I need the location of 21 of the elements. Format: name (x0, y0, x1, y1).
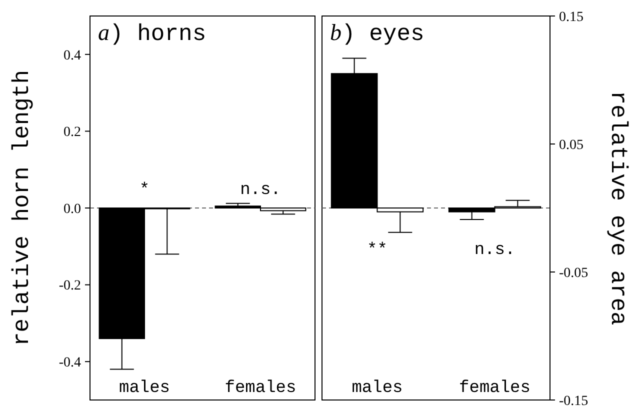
chart-title: b) eyes (330, 20, 424, 47)
x-tick-label: females (224, 379, 296, 398)
y-tick-label: 0.0 (64, 202, 81, 217)
y-tick-label: -0.2 (58, 278, 81, 294)
y-tick-label: -0.4 (58, 356, 81, 370)
chart-title: a) horns (98, 20, 206, 47)
x-tick-label: males (119, 379, 170, 398)
y2-tick-label: 0.15 (559, 10, 584, 25)
y2-tick-label: -0.05 (559, 266, 588, 281)
y2-tick-label: -0.15 (559, 394, 588, 409)
y2-tick-label: 0.05 (559, 138, 584, 153)
annotation: n.s. (474, 240, 516, 260)
annotation: ** (367, 240, 388, 260)
y-tick-label: 0.2 (64, 125, 81, 140)
x-tick-label: males (352, 379, 403, 398)
y-tick-label: 0.4 (64, 48, 81, 64)
x-tick-label: females (459, 379, 530, 398)
annotation: n.s. (240, 180, 281, 200)
y-axis-title: relative horn length (9, 70, 35, 346)
y2-axis-title: relative eye area (605, 90, 631, 326)
annotation: * (139, 180, 150, 200)
